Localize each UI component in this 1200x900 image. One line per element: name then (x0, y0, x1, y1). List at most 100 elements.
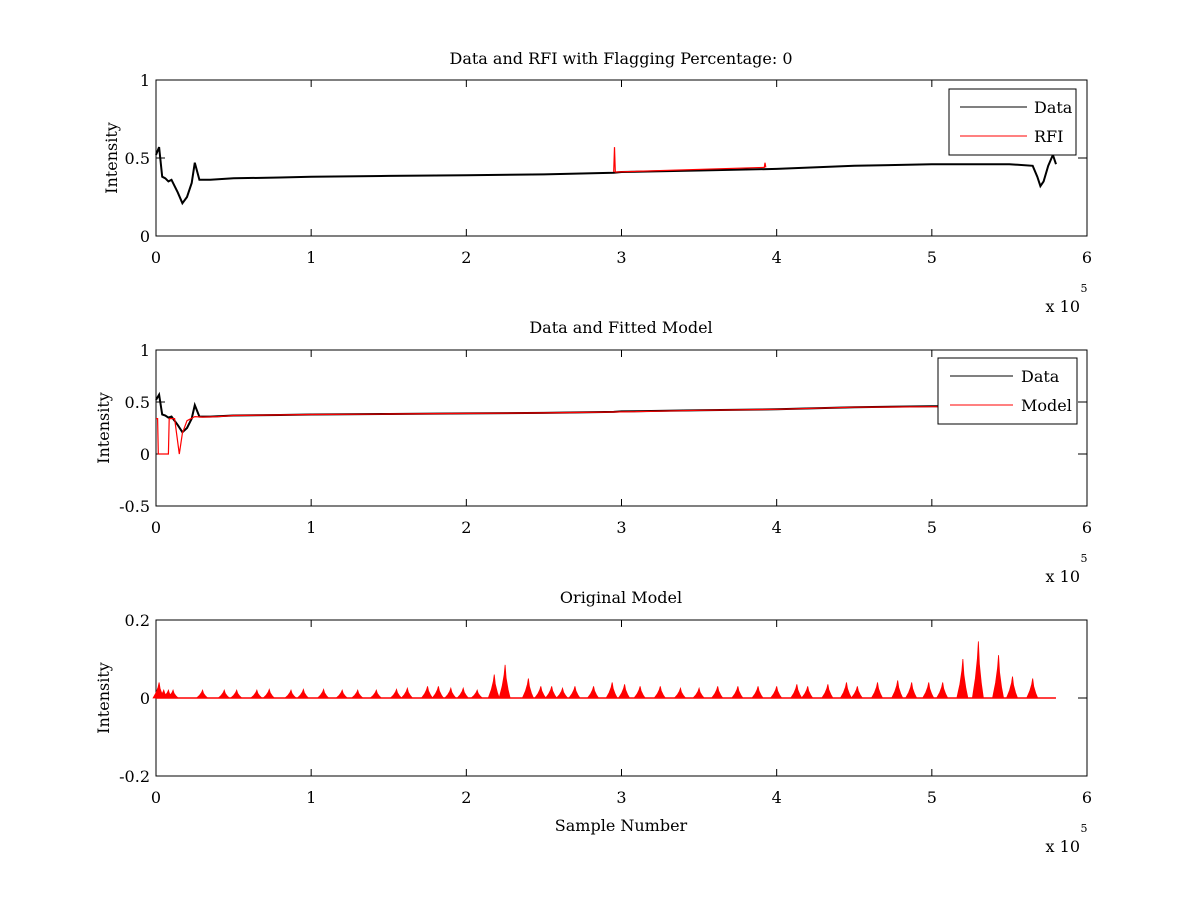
data-spike (971, 641, 984, 699)
y-tick-label: 0.5 (125, 149, 150, 168)
legend-label: Data (1034, 98, 1073, 117)
data-spike (534, 686, 547, 699)
data-spike (800, 686, 814, 699)
legend-box (937, 357, 1078, 425)
data-spike (195, 689, 209, 699)
data-spike (521, 678, 534, 699)
data-spike (217, 689, 231, 699)
data-spike (350, 689, 364, 699)
x-tick-label: 5 (927, 788, 937, 807)
data-spike (751, 686, 764, 699)
data-spike (1026, 678, 1039, 699)
data-spike (456, 686, 470, 699)
data-spike (821, 684, 834, 699)
x-tick-label: 5 (927, 248, 937, 267)
chart-title: Original Model (560, 588, 682, 607)
series-line-model (156, 406, 1010, 455)
y-axis-label: Intensity (94, 662, 113, 734)
data-spike (769, 686, 783, 699)
x-multiplier-exponent: 5 (1081, 822, 1088, 835)
data-spike (710, 686, 724, 699)
data-spike (431, 686, 445, 699)
data-spike (692, 686, 705, 699)
data-spike (316, 688, 330, 699)
x-axis-label: Sample Number (555, 816, 688, 835)
x-tick-label: 1 (306, 248, 316, 267)
y-tick-label: 0 (140, 689, 150, 708)
data-spike (283, 689, 297, 699)
series-line-rfi (613, 147, 767, 173)
legend-label: RFI (1034, 127, 1063, 146)
x-tick-label: 6 (1082, 518, 1092, 537)
x-tick-label: 5 (927, 518, 937, 537)
data-spike (891, 680, 904, 699)
x-tick-label: 3 (616, 248, 626, 267)
x-tick-label: 2 (461, 518, 471, 537)
x-multiplier: x 10 (1046, 567, 1080, 586)
y-axis-label: Intensity (102, 122, 121, 194)
data-spike (731, 686, 744, 699)
data-spike (633, 686, 646, 699)
chart-title: Data and RFI with Flagging Percentage: 0 (449, 49, 792, 68)
data-spike (673, 686, 687, 699)
data-spike (1005, 676, 1019, 699)
data-spike (850, 686, 864, 699)
data-spike (470, 689, 484, 699)
x-tick-label: 4 (772, 518, 782, 537)
legend-label: Model (1021, 396, 1072, 415)
data-spike (166, 689, 180, 699)
data-spike (605, 682, 618, 699)
data-spike (617, 684, 631, 699)
x-tick-label: 2 (461, 248, 471, 267)
panel-original-model: Original Model Intensity Sample Number 0… (94, 588, 1092, 856)
data-spike (443, 686, 457, 699)
y-tick-label: 0.5 (125, 393, 150, 412)
data-spike (487, 674, 500, 699)
x-tick-label: 0 (151, 788, 161, 807)
x-multiplier: x 10 (1046, 837, 1080, 856)
data-spike (839, 682, 853, 699)
axes-box (155, 79, 1088, 237)
y-tick-label: 1 (140, 341, 150, 360)
chart-title: Data and Fitted Model (529, 318, 712, 337)
data-spike (992, 655, 1005, 699)
x-tick-label: 0 (151, 248, 161, 267)
y-tick-label: 1 (140, 71, 150, 90)
y-tick-label: -0.2 (119, 767, 150, 786)
x-tick-label: 3 (616, 518, 626, 537)
x-multiplier-exponent: 5 (1081, 552, 1088, 565)
x-tick-label: 1 (306, 518, 316, 537)
data-spike (498, 664, 511, 699)
x-multiplier-exponent: 5 (1081, 282, 1088, 295)
y-tick-label: 0 (140, 227, 150, 246)
data-spike (229, 689, 243, 699)
x-tick-label: 0 (151, 518, 161, 537)
y-tick-label: 0.2 (125, 611, 150, 630)
legend-box (948, 88, 1077, 156)
legend-label: Data (1021, 367, 1060, 386)
y-tick-label: -0.5 (119, 497, 150, 516)
data-spike (936, 682, 949, 699)
panel-data-and-fitted-model: Data and Fitted Model Intensity 0 1 2 3 4 5 6 x… (94, 318, 1092, 586)
data-spike (400, 686, 414, 699)
x-tick-label: 1 (306, 788, 316, 807)
data-spike (420, 686, 434, 699)
data-spike (296, 688, 310, 699)
y-tick-label: 0 (140, 445, 150, 464)
data-spike (922, 682, 935, 699)
data-spike (568, 686, 581, 699)
x-tick-label: 4 (772, 248, 782, 267)
y-axis-label: Intensity (94, 392, 113, 464)
x-tick-label: 3 (616, 788, 626, 807)
data-spike (653, 686, 667, 699)
data-spike (369, 689, 383, 699)
x-tick-label: 4 (772, 788, 782, 807)
data-spike (389, 688, 403, 699)
x-tick-label: 2 (461, 788, 471, 807)
data-spike (555, 686, 569, 699)
data-spike (262, 688, 276, 699)
x-tick-label: 6 (1082, 248, 1092, 267)
data-spike (956, 658, 969, 699)
series-line-data (155, 391, 1057, 434)
